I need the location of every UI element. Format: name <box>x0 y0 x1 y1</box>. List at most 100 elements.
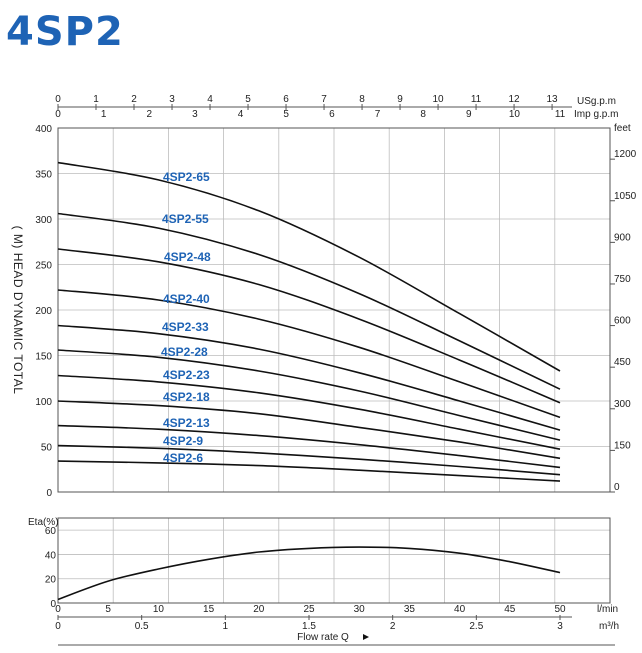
lmin-tick-label: 10 <box>153 604 165 615</box>
lmin-tick-label: 25 <box>303 604 315 615</box>
eta-y-tick-label: 40 <box>45 550 57 561</box>
head-curve-4sp2-28 <box>57 349 561 441</box>
y-tick-label: 350 <box>35 170 52 181</box>
impgpm-tick-label: 4 <box>238 109 244 120</box>
m3h-tick-label: 0.5 <box>135 621 149 632</box>
y-tick-label: 250 <box>35 261 52 272</box>
eta-plot-frame <box>57 517 611 604</box>
impgpm-tick-label: 0 <box>55 109 61 120</box>
head-curve-4sp2-13 <box>57 424 561 469</box>
feet-tick-label: 900 <box>614 232 631 243</box>
lmin-tick-label: 15 <box>203 604 215 615</box>
curve-label: 4SP2-33 <box>162 320 209 334</box>
usgpm-tick-label: 6 <box>283 94 289 105</box>
eta-axis-label: Eta(%) <box>28 517 59 528</box>
eta-y-tick-label: 0 <box>50 599 56 610</box>
usgpm-tick-label: 4 <box>207 94 213 105</box>
usgpm-tick-label: 7 <box>321 94 327 105</box>
curve-label: 4SP2-28 <box>161 345 208 359</box>
usgpm-tick-label: 12 <box>509 94 521 105</box>
y-axis-label: ( M) HEAD DYNAMIC TOTAL <box>11 226 25 395</box>
feet-tick-label: 0 <box>614 482 620 493</box>
y-tick-label: 300 <box>35 215 52 226</box>
eta-y-tick-label: 20 <box>45 575 57 586</box>
y-tick-label: 50 <box>41 443 53 454</box>
head-curve-4sp2-9 <box>57 444 561 476</box>
head-curve-4sp2-55 <box>57 212 561 390</box>
impgpm-tick-label: 9 <box>466 109 472 120</box>
m3h-tick-label: 1.5 <box>302 621 316 632</box>
curve-label: 4SP2-18 <box>163 390 210 404</box>
y-tick-label: 100 <box>35 397 52 408</box>
feet-tick-label: 300 <box>614 399 631 410</box>
usgpm-tick-label: 9 <box>397 94 403 105</box>
curve-label: 4SP2-23 <box>163 368 210 382</box>
curve-label: 4SP2-6 <box>163 451 203 465</box>
efficiency-curve <box>57 546 561 601</box>
m3h-tick-label: 0 <box>55 621 61 632</box>
feet-unit-label: feet <box>614 123 631 134</box>
feet-tick-label: 750 <box>614 274 631 285</box>
usgpm-tick-label: 1 <box>93 94 99 105</box>
usgpm-tick-label: 11 <box>471 94 482 105</box>
feet-tick-label: 1050 <box>614 191 637 202</box>
impgpm-tick-label: 3 <box>192 109 198 120</box>
curve-label: 4SP2-55 <box>162 212 209 226</box>
eta-y-tick-label: 60 <box>45 526 57 537</box>
y-tick-label: 150 <box>35 352 52 363</box>
lmin-tick-label: 40 <box>454 604 466 615</box>
impgpm-tick-label: 5 <box>283 109 289 120</box>
usgpm-tick-label: 13 <box>547 94 559 105</box>
feet-tick-label: 450 <box>614 357 631 368</box>
impgpm-tick-label: 8 <box>420 109 426 120</box>
feet-tick-label: 600 <box>614 316 631 327</box>
feet-tick-label: 1200 <box>614 149 637 160</box>
feet-tick-label: 150 <box>614 440 631 451</box>
lmin-tick-label: 50 <box>554 604 566 615</box>
flow-arrow-icon <box>363 634 369 640</box>
m3h-tick-label: 1 <box>223 621 229 632</box>
m3h-unit-label: m³/h <box>599 621 619 632</box>
head-curve-4sp2-40 <box>57 289 561 419</box>
lmin-tick-label: 35 <box>404 604 416 615</box>
page-title: 4SP2 <box>6 9 124 55</box>
impgpm-tick-label: 2 <box>147 109 153 120</box>
lmin-tick-label: 5 <box>105 604 111 615</box>
m3h-tick-label: 2.5 <box>469 621 483 632</box>
head-curve-4sp2-6 <box>57 460 561 482</box>
plot-frame <box>57 127 611 493</box>
head-curve-4sp2-48 <box>57 248 561 404</box>
usgpm-tick-label: 5 <box>245 94 251 105</box>
head-curve-4sp2-33 <box>57 324 561 431</box>
usgpm-tick-label: 8 <box>359 94 365 105</box>
lmin-unit-label: l/min <box>597 604 618 615</box>
lmin-tick-label: 20 <box>253 604 265 615</box>
y-tick-label: 400 <box>35 124 52 135</box>
m3h-tick-label: 2 <box>390 621 396 632</box>
usgpm-unit-label: USg.p.m <box>577 96 616 107</box>
usgpm-tick-label: 3 <box>169 94 175 105</box>
impgpm-tick-label: 1 <box>101 109 107 120</box>
impgpm-tick-label: 11 <box>555 109 566 120</box>
head-curve-4sp2-23 <box>57 374 561 450</box>
m3h-tick-label: 3 <box>557 621 563 632</box>
head-curve-4sp2-18 <box>57 400 561 460</box>
lmin-tick-label: 45 <box>504 604 516 615</box>
x-axis-label: Flow rate Q <box>297 632 349 643</box>
impgpm-tick-label: 6 <box>329 109 335 120</box>
impgpm-unit-label: Imp g.p.m <box>574 109 618 120</box>
impgpm-tick-label: 10 <box>509 109 521 120</box>
curve-label: 4SP2-48 <box>164 250 211 264</box>
lmin-tick-label: 0 <box>55 604 61 615</box>
curve-label: 4SP2-65 <box>163 170 210 184</box>
usgpm-tick-label: 10 <box>432 94 444 105</box>
usgpm-tick-label: 2 <box>131 94 137 105</box>
y-tick-label: 200 <box>35 306 52 317</box>
usgpm-tick-label: 0 <box>55 94 61 105</box>
impgpm-tick-label: 7 <box>375 109 381 120</box>
curve-label: 4SP2-13 <box>163 416 210 430</box>
lmin-tick-label: 30 <box>354 604 366 615</box>
y-tick-label: 0 <box>46 488 52 499</box>
curve-label: 4SP2-40 <box>163 292 210 306</box>
